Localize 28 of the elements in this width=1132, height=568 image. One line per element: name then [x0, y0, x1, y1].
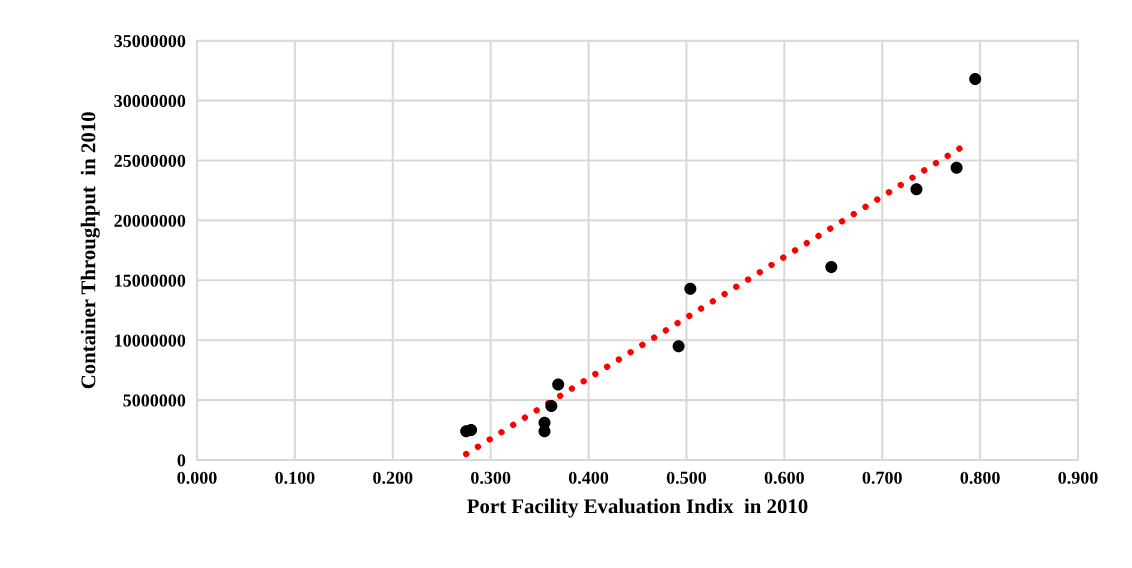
point: [825, 261, 838, 274]
y-tick-label: 25000000: [114, 154, 186, 167]
point: [684, 282, 697, 295]
x-tick-label: 0.600: [764, 471, 804, 484]
x-tick-label: 0.800: [960, 471, 1000, 484]
x-tick-label: 0.700: [862, 471, 902, 484]
y-tick-label: 20000000: [114, 214, 186, 227]
point: [672, 340, 685, 353]
x-tick-label: 0.000: [177, 471, 217, 484]
y-tick-label: 10000000: [115, 334, 186, 347]
point: [545, 400, 558, 413]
point: [969, 73, 982, 86]
y-tick-label: 5000000: [123, 394, 186, 407]
x-tick-label: 0.200: [373, 471, 413, 484]
y-tick-label: 30000000: [114, 94, 186, 108]
y-axis-title: Container Throughput in 2010: [80, 112, 100, 389]
point: [910, 183, 923, 196]
y-tick-label: 35000000: [114, 34, 186, 48]
x-tick-label: 0.900: [1058, 471, 1098, 484]
y-tick-label: 0: [177, 454, 186, 467]
point: [552, 378, 565, 391]
x-axis-title: Port Facility Evaluation Indix in 2010: [467, 498, 808, 518]
x-tick-label: 0.300: [471, 471, 511, 484]
point: [950, 161, 963, 174]
y-tick-label: 15000000: [115, 274, 186, 287]
x-tick-label: 0.400: [568, 471, 609, 484]
x-tick-label: 0.500: [666, 471, 707, 484]
x-tick-label: 0.100: [275, 471, 315, 484]
